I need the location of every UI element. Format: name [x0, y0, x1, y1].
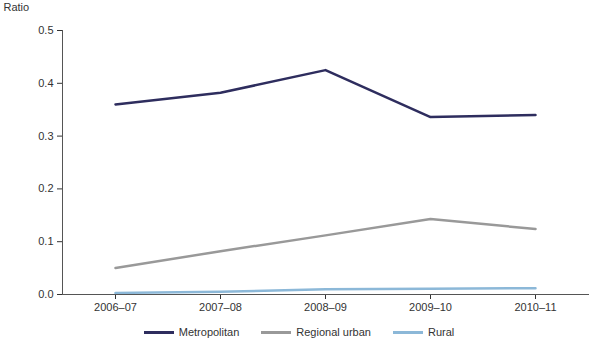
svg-text:2006–07: 2006–07: [94, 301, 137, 313]
html-text:Rural: Rural: [427, 326, 455, 338]
svg-text:0.2: 0.2: [38, 182, 53, 194]
svg-text:0.0: 0.0: [38, 288, 53, 300]
svg-text:Ratio: Ratio: [4, 1, 30, 13]
svg-text:2008–09: 2008–09: [304, 301, 347, 313]
html-text:Regional urban: Regional urban: [296, 326, 371, 338]
html-text:Metropolitan: Metropolitan: [178, 326, 240, 338]
svg-text:0.3: 0.3: [38, 130, 53, 142]
svg-text:2009–10: 2009–10: [409, 301, 452, 313]
svg-text:2010–11: 2010–11: [514, 301, 556, 313]
svg-text:2007–08: 2007–08: [199, 301, 242, 313]
svg-text:0.4: 0.4: [38, 77, 53, 89]
svg-text:0.1: 0.1: [38, 235, 53, 247]
svg-text:0.5: 0.5: [38, 24, 53, 36]
